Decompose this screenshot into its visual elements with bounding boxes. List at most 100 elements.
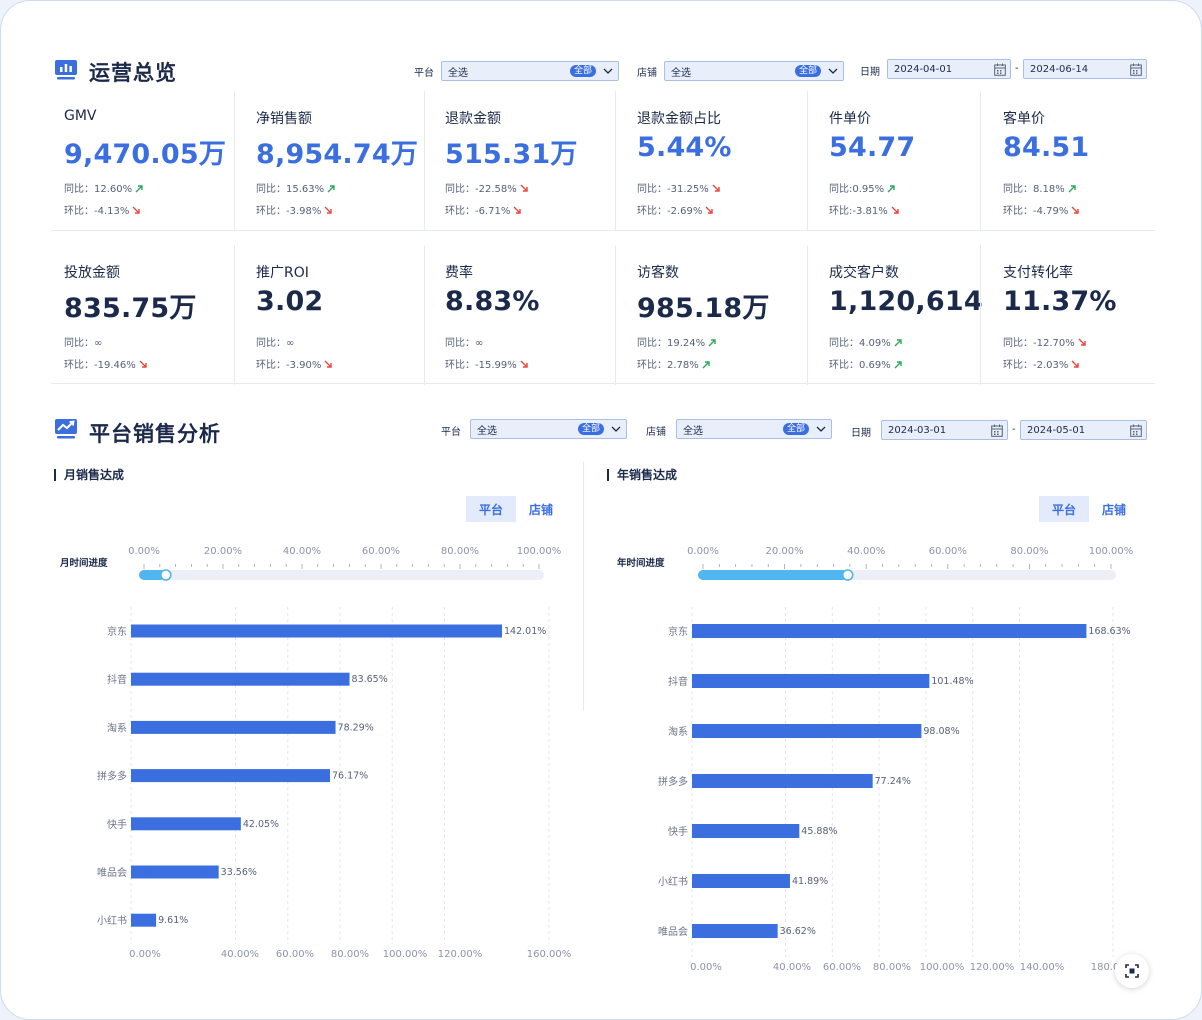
x-tick-label: 160.00% [527,949,572,960]
chevron-down-icon [603,68,613,74]
kpi-value: 1,120,614 [829,286,983,317]
progress-tick-label: 60.00% [362,546,400,557]
analysis-store-select[interactable]: 全选 全部 [676,419,832,439]
calendar-icon [994,63,1006,76]
category-label: 快手 [668,825,688,838]
analysis-date-label: 日期 [851,428,871,439]
analysis-platform-label: 平台 [441,427,461,438]
progress-tick-label: 100.00% [517,546,562,557]
arrow-up-icon [708,339,716,347]
kpi-column-divider [615,91,616,231]
x-tick-label: 120.00% [970,962,1015,973]
kpi-value: 11.37% [1003,286,1117,317]
kpi-yoy: 同比：-12.70% [1003,334,1087,349]
bar [692,824,800,838]
kpi-label: 净销售额 [256,111,312,127]
analysis-platform-select[interactable]: 全选 全部 [470,419,627,439]
kpi-label: GMV [64,108,97,124]
progress-tick-label: 80.00% [441,546,479,557]
fullscreen-button[interactable] [1115,954,1149,988]
kpi-column-divider [980,245,981,385]
monitor-chart-icon [55,60,77,80]
arrow-down-icon [891,206,899,214]
kpi-label: 访客数 [637,265,679,281]
chevron-down-icon [828,68,838,74]
arrow-down-icon [324,206,333,214]
arrow-down-icon [520,184,528,192]
kpi-label: 件单价 [829,111,871,127]
store-select[interactable]: 全选 全部 [664,61,844,81]
kpi-yoy: 同比：8.18% [1003,180,1077,195]
analysis-store-label: 店铺 [646,427,666,438]
progress-tick-label: 40.00% [283,546,321,557]
bar [131,624,503,638]
kpi-yoy: 同比:0.95% [829,180,896,195]
kpi-value: 9,470.05万 [64,139,227,170]
arrow-down-icon [513,206,522,214]
analysis-end-date-value: 2024-05-01 [1027,424,1086,436]
analysis-end-date-input[interactable]: 2024-05-01 [1020,420,1147,440]
start-date-input[interactable]: 2024-04-01 [887,59,1011,79]
kpi-value: 84.51 [1003,132,1090,163]
kpi-mom: 环比：-6.71% [445,202,522,217]
kpi-yoy: 同比：∞ [256,338,295,349]
kpi-label: 费率 [445,265,473,281]
kpi-yoy: 同比：-31.25% [637,180,721,195]
kpi-mom: 环比:-3.81% [829,202,900,217]
monthly-toggle-store[interactable]: 店铺 [528,502,553,517]
progress-tick-label: 20.00% [204,546,242,557]
start-date-value: 2024-04-01 [894,63,953,75]
progress-tick-label: 0.00% [128,546,160,557]
data-label: 42.05% [243,819,279,830]
arrow-up-icon [887,185,895,193]
kpi-yoy: 同比：15.63% [256,180,336,195]
kpi-column-divider [807,91,808,231]
data-label: 36.62% [780,926,816,937]
data-label: 83.65% [352,674,388,685]
data-label: 168.63% [1088,626,1130,637]
arrow-up-icon [1068,185,1076,193]
category-label: 淘系 [668,725,688,738]
kpi-label: 成交客户数 [829,265,899,281]
yearly-toggle-platform[interactable]: 平台 [1039,496,1089,522]
arrow-up-icon [894,339,902,347]
progress-tick-label: 80.00% [1010,546,1048,557]
kpi-mom: 环比：2.78% [637,356,711,371]
analysis-title: 平台销售分析 [89,422,221,446]
bar [692,774,873,788]
kpi-column-divider [615,245,616,385]
analysis-start-date-input[interactable]: 2024-03-01 [881,420,1008,440]
kpi-column-divider [807,245,808,385]
calendar-icon [1130,63,1142,76]
data-label: 77.24% [875,776,911,787]
analysis-store-value: 全选 [683,425,703,437]
arrow-down-icon [712,184,720,192]
platform-select[interactable]: 全选 全部 [441,61,619,81]
chevron-down-icon [816,426,826,432]
data-label: 76.17% [332,771,368,782]
end-date-input[interactable]: 2024-06-14 [1023,59,1147,79]
arrow-down-icon [132,206,141,214]
kpi-mom: 环比：-2.03% [1003,356,1080,371]
analysis-start-date-value: 2024-03-01 [888,424,947,436]
kpi-column-divider [980,91,981,231]
kpi-value: 8.83% [445,286,540,317]
progress-fill [139,570,166,580]
kpi-mom: 环比：-4.13% [64,202,141,217]
platform-select-value: 全选 [448,67,468,79]
category-label: 唯品会 [658,925,688,938]
x-tick-label: 80.00% [873,962,911,973]
monthly-toggle-platform[interactable]: 平台 [466,496,516,522]
end-date-value: 2024-06-14 [1030,63,1089,75]
arrow-up-icon [135,185,143,193]
kpi-value: 515.31万 [445,139,578,170]
bar [692,724,922,738]
arrow-down-icon [139,360,147,368]
yearly-achievement-title: 年销售达成 [607,469,677,481]
kpi-value: 54.77 [829,132,916,163]
chart-panel-divider [583,461,584,711]
category-label: 拼多多 [658,775,688,788]
yearly-toggle-store[interactable]: 店铺 [1101,502,1126,517]
